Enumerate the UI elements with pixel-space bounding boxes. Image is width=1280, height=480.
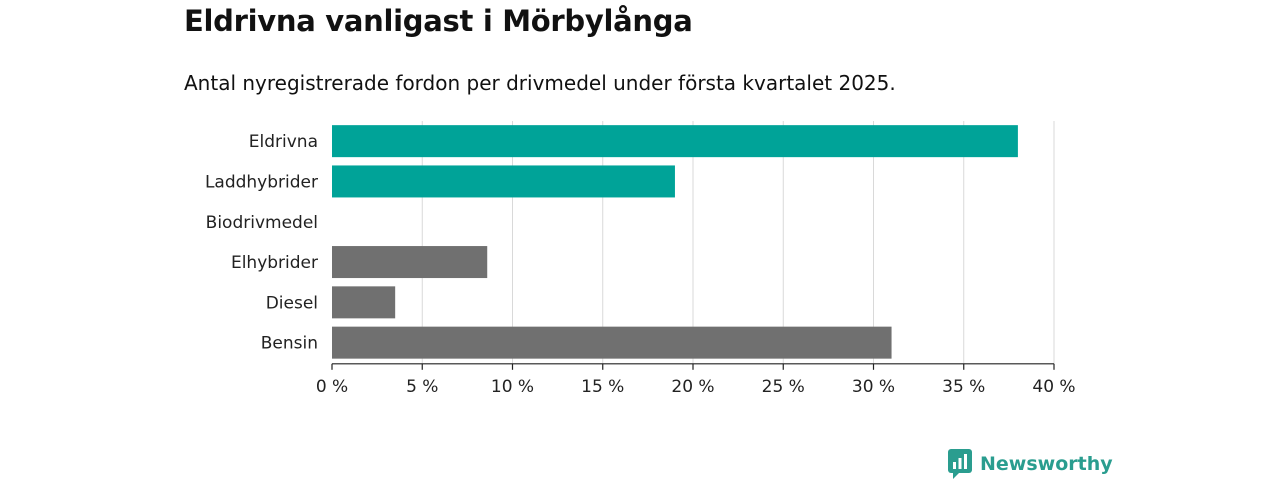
brand-logo: Newsworthy <box>948 449 1113 479</box>
x-tick-label-20: 20 % <box>671 377 714 397</box>
x-tick-label-25: 25 % <box>762 377 805 397</box>
x-tick-label-0: 0 % <box>316 377 348 397</box>
category-label-laddhybrider: Laddhybrider <box>205 172 318 192</box>
bar-bensin <box>332 326 892 359</box>
x-tick-label-35: 35 % <box>942 377 985 397</box>
x-tick-label-5: 5 % <box>406 377 438 397</box>
x-tick-label-10: 10 % <box>491 377 534 397</box>
category-label-bensin: Bensin <box>261 334 318 354</box>
bar-chart: Eldrivna Laddhybrider Biodrivmedel Elhybrid… <box>205 121 1076 397</box>
chart-title: Eldrivna vanligast i Mörbylånga <box>184 4 693 38</box>
category-label-diesel: Diesel <box>266 293 318 313</box>
brand-name: Newsworthy <box>980 453 1113 475</box>
newsworthy-logo-icon <box>948 449 972 479</box>
x-tick-label-40: 40 % <box>1032 377 1075 397</box>
category-label-elhybrider: Elhybrider <box>231 253 318 273</box>
bar-diesel <box>332 286 396 319</box>
chart-subtitle: Antal nyregistrerade fordon per drivmede… <box>184 71 896 95</box>
category-label-biodrivmedel: Biodrivmedel <box>206 213 318 233</box>
x-tick-label-15: 15 % <box>581 377 624 397</box>
category-label-eldrivna: Eldrivna <box>249 132 318 152</box>
bar-laddhybrider <box>332 165 675 198</box>
bar-eldrivna <box>332 125 1018 158</box>
x-tick-label-30: 30 % <box>852 377 895 397</box>
bar-elhybrider <box>332 246 488 279</box>
